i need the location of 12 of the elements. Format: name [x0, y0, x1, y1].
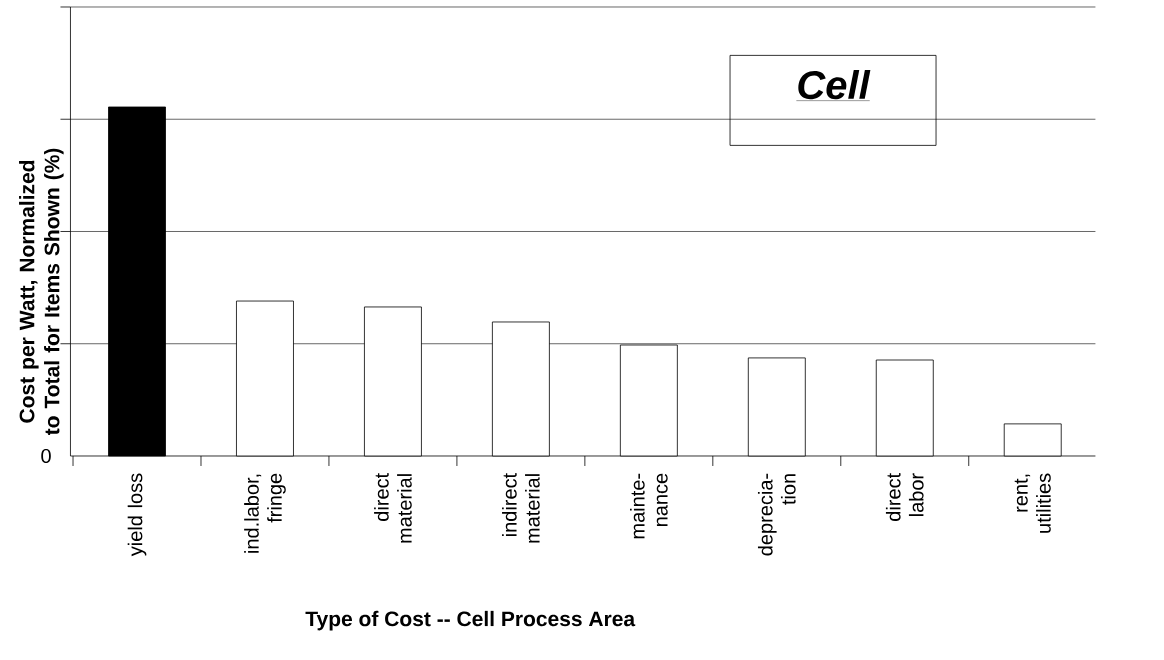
x-axis-title: Type of Cost -- Cell Process Area [305, 610, 636, 631]
x-tick-label: direct labor [885, 473, 924, 521]
text: 0 [41, 448, 51, 464]
x-tick-label: yield loss [127, 473, 147, 557]
x-tick-label: mainte-nance [630, 473, 668, 539]
x-tick-label: deprecia-tion [757, 473, 796, 556]
x-tick-label: ind.labor, fringe [244, 473, 286, 553]
x-tick-label: indirect material [502, 473, 540, 543]
y-axis-title: Cost per Watt, Normalized to Total for Items Shown (%) [19, 148, 64, 436]
x-tick-label: direct material [374, 473, 412, 543]
x-tick-label: rent, utilities [1014, 473, 1051, 533]
text: Cell [798, 69, 871, 100]
